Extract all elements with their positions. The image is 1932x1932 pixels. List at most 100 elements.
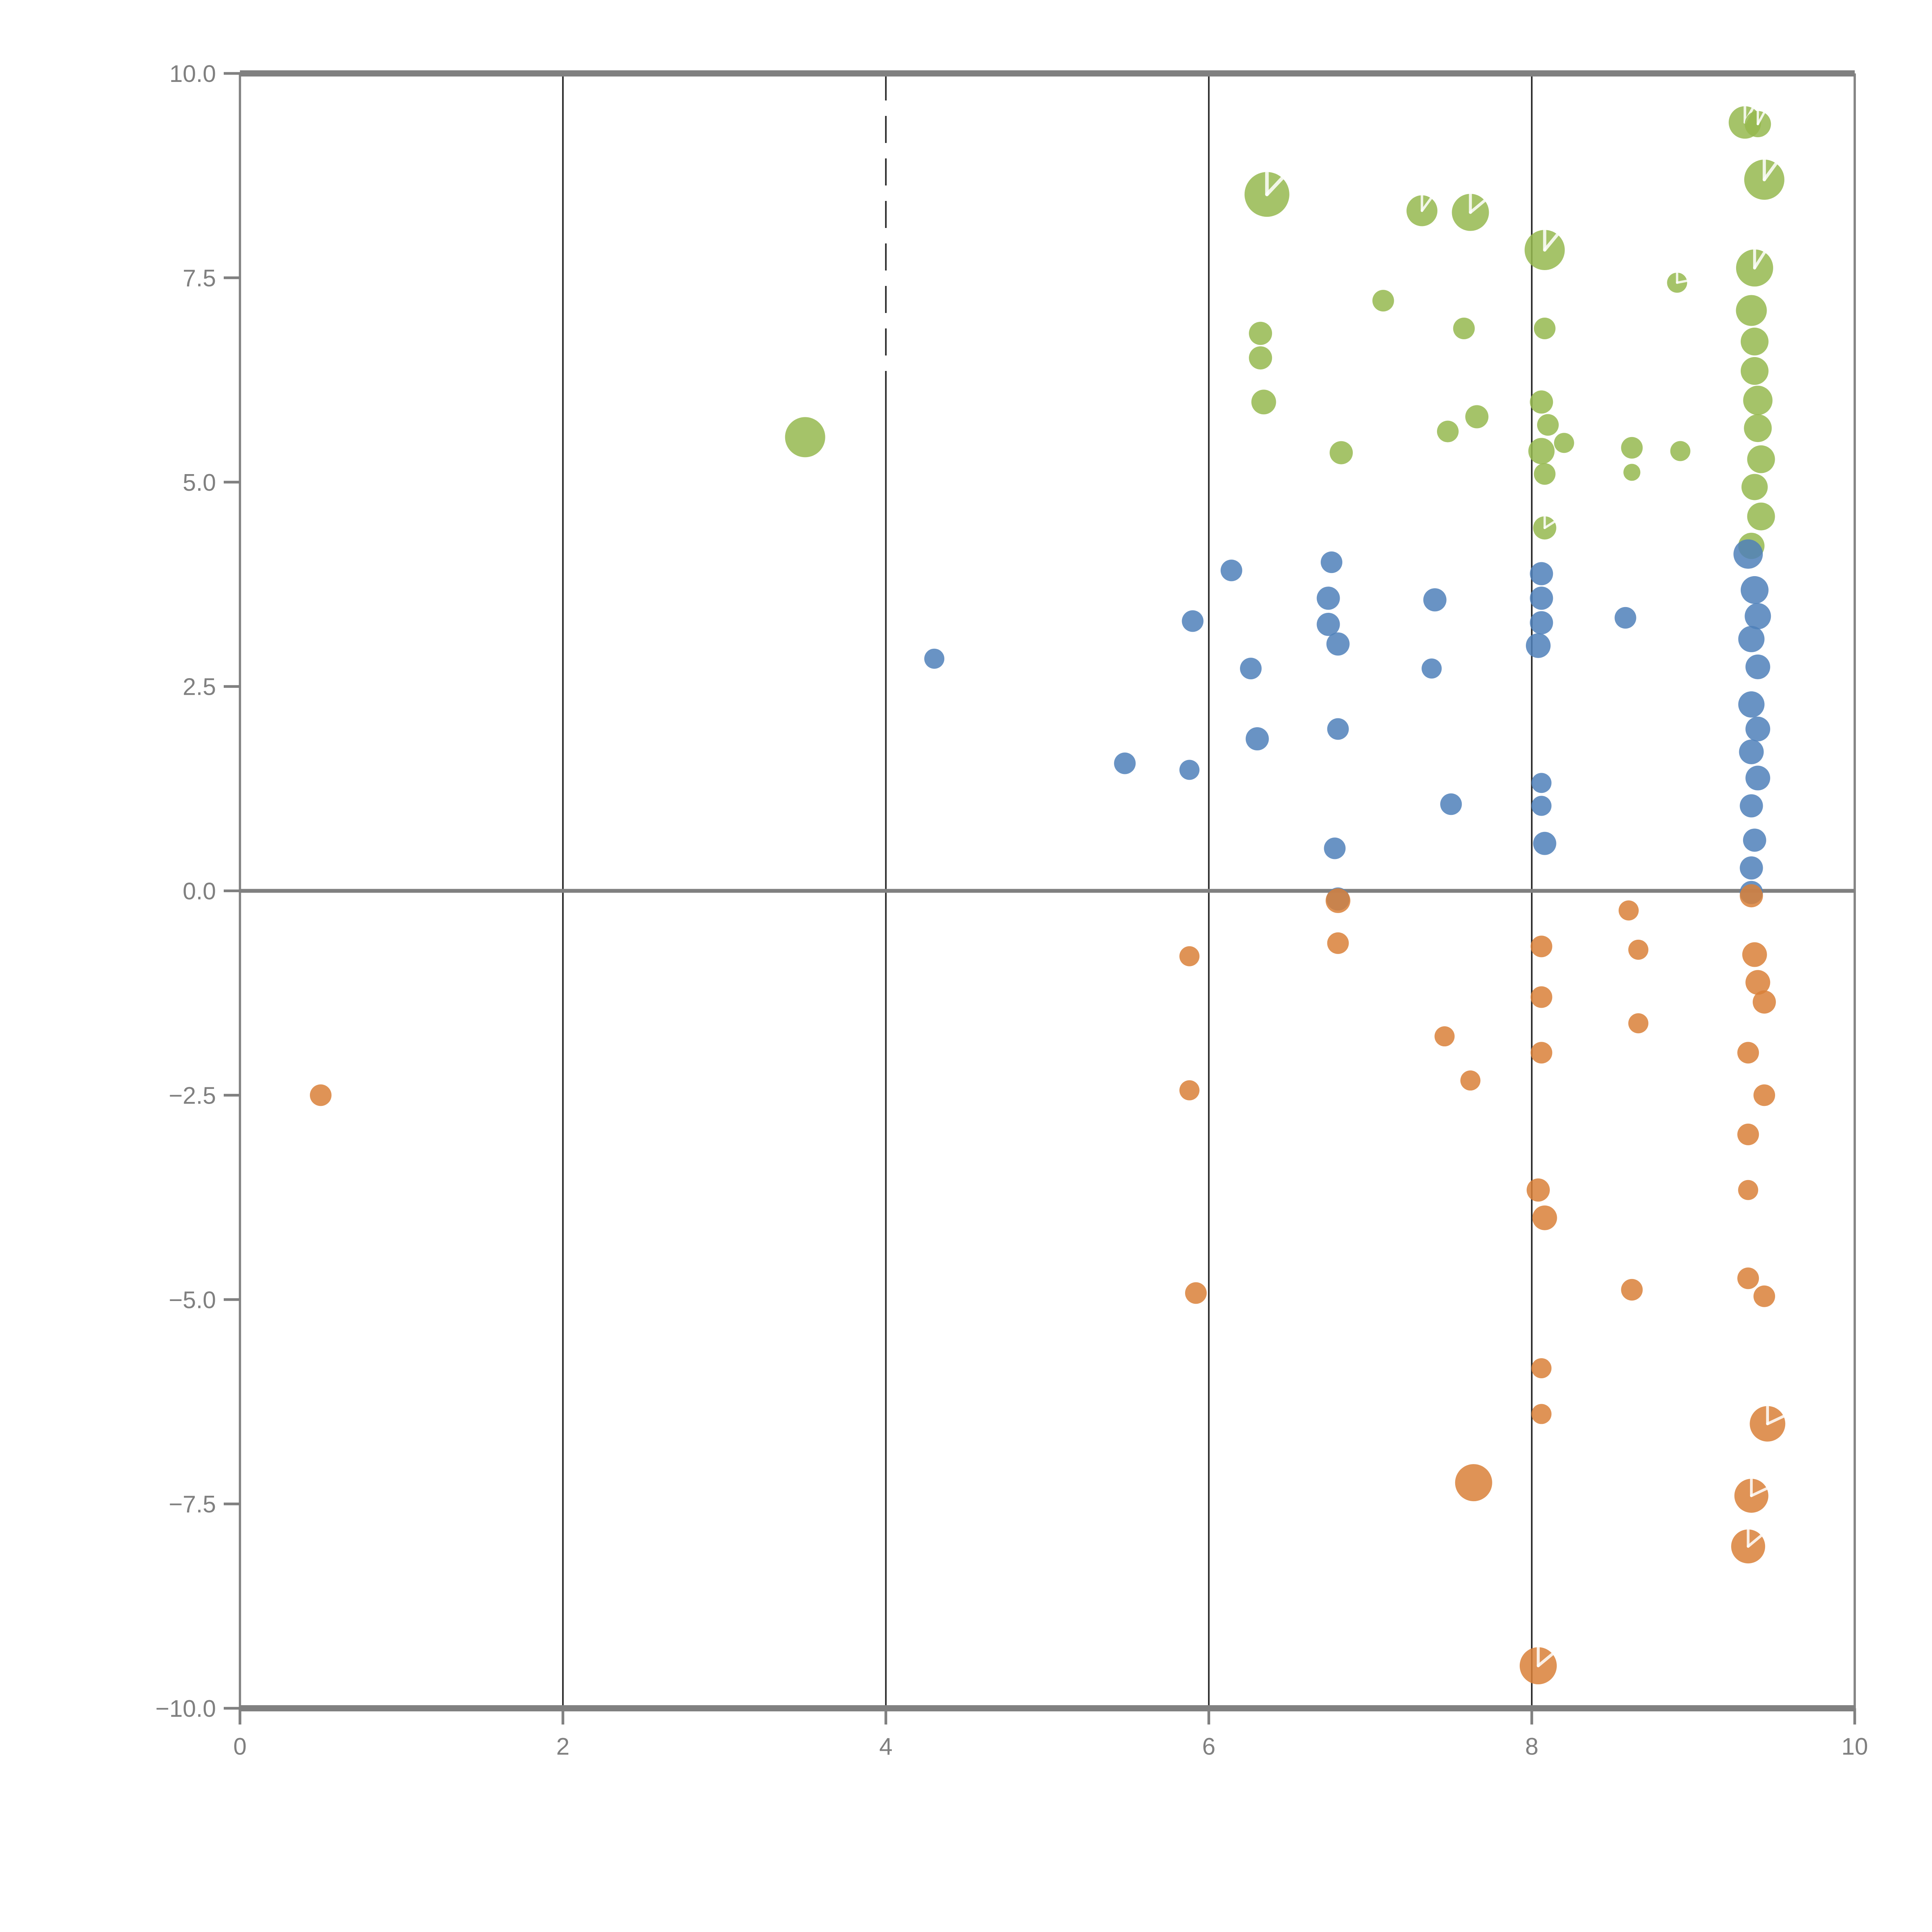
bubble-marker[interactable]	[1531, 1404, 1552, 1424]
data-point[interactable]	[1628, 939, 1649, 960]
data-point[interactable]	[1737, 1042, 1759, 1064]
data-point[interactable]	[1734, 1478, 1769, 1513]
data-point[interactable]	[1330, 441, 1353, 464]
data-point[interactable]	[1530, 390, 1553, 414]
data-point[interactable]	[1406, 194, 1438, 226]
bubble-marker[interactable]	[1741, 474, 1768, 500]
bubble-marker[interactable]	[1440, 793, 1462, 815]
data-point[interactable]	[1455, 1464, 1492, 1502]
data-point[interactable]	[1316, 587, 1340, 610]
bubble-marker[interactable]	[1745, 603, 1771, 629]
bubble-marker[interactable]	[1618, 900, 1639, 921]
data-point[interactable]	[1528, 438, 1555, 464]
data-point[interactable]	[1742, 942, 1767, 967]
bubble-marker[interactable]	[1316, 612, 1340, 636]
data-point[interactable]	[1740, 794, 1763, 818]
data-point[interactable]	[1621, 437, 1643, 459]
data-point[interactable]	[1744, 414, 1772, 442]
bubble-marker[interactable]	[1530, 562, 1553, 585]
bubble-marker[interactable]	[1220, 560, 1242, 582]
data-point[interactable]	[1460, 1070, 1481, 1091]
data-point[interactable]	[1316, 612, 1340, 636]
data-point[interactable]	[1327, 932, 1349, 954]
bubble-marker[interactable]	[1321, 551, 1343, 573]
data-point[interactable]	[1741, 474, 1768, 500]
data-point[interactable]	[1423, 588, 1447, 612]
data-point[interactable]	[1185, 1282, 1207, 1304]
data-point[interactable]	[1465, 405, 1489, 429]
bubble-marker[interactable]	[1740, 856, 1763, 880]
data-point[interactable]	[1249, 321, 1272, 345]
data-point[interactable]	[1530, 562, 1553, 585]
bubble-marker[interactable]	[1614, 607, 1636, 629]
bubble-marker[interactable]	[1326, 632, 1350, 656]
data-point[interactable]	[1531, 986, 1553, 1008]
bubble-marker[interactable]	[1742, 942, 1767, 967]
bubble-marker[interactable]	[1531, 1042, 1553, 1064]
data-point[interactable]	[1731, 1528, 1765, 1564]
data-point[interactable]	[1531, 1042, 1553, 1064]
data-point[interactable]	[1738, 691, 1765, 718]
bubble-marker[interactable]	[1249, 321, 1272, 345]
data-point[interactable]	[1530, 611, 1553, 634]
bubble-marker[interactable]	[1533, 832, 1556, 855]
data-point[interactable]	[1321, 551, 1343, 573]
bubble-marker[interactable]	[785, 417, 825, 457]
bubble-marker[interactable]	[1737, 1267, 1759, 1289]
data-point[interactable]	[1752, 990, 1776, 1014]
bubble-marker[interactable]	[1437, 420, 1459, 442]
bubble-marker[interactable]	[1453, 318, 1475, 340]
data-point[interactable]	[1743, 828, 1766, 852]
data-point[interactable]	[1372, 290, 1394, 312]
bubble-marker[interactable]	[1733, 539, 1763, 569]
bubble-marker[interactable]	[1743, 828, 1766, 852]
data-point[interactable]	[1537, 414, 1559, 436]
bubble-marker[interactable]	[1745, 765, 1770, 791]
data-point[interactable]	[1531, 773, 1552, 793]
bubble-marker[interactable]	[1460, 1070, 1481, 1091]
bubble-marker[interactable]	[1530, 587, 1553, 610]
data-point[interactable]	[1753, 1084, 1775, 1106]
bubble-marker[interactable]	[1738, 626, 1765, 652]
data-point[interactable]	[1251, 389, 1276, 415]
bubble-marker[interactable]	[1531, 935, 1553, 957]
bubble-marker[interactable]	[1537, 414, 1559, 436]
bubble-marker[interactable]	[1747, 445, 1775, 473]
data-point[interactable]	[1745, 765, 1770, 791]
data-point[interactable]	[924, 648, 944, 669]
data-point[interactable]	[1434, 1026, 1455, 1047]
bubble-marker[interactable]	[1737, 1042, 1759, 1064]
data-point[interactable]	[1745, 716, 1770, 742]
bubble-marker[interactable]	[1179, 760, 1200, 780]
bubble-marker[interactable]	[1621, 437, 1643, 459]
data-point[interactable]	[1530, 587, 1553, 610]
data-point[interactable]	[1519, 1646, 1557, 1684]
data-point[interactable]	[1327, 718, 1349, 740]
bubble-marker[interactable]	[1744, 414, 1772, 442]
data-point[interactable]	[1531, 1404, 1552, 1424]
bubble-marker[interactable]	[1530, 390, 1553, 414]
bubble-marker[interactable]	[1740, 357, 1769, 385]
bubble-marker[interactable]	[1330, 441, 1353, 464]
data-point[interactable]	[1534, 463, 1556, 485]
data-point[interactable]	[1753, 1285, 1775, 1307]
bubble-marker[interactable]	[1526, 633, 1551, 658]
data-point[interactable]	[1452, 192, 1489, 231]
data-point[interactable]	[1179, 946, 1200, 966]
bubble-marker[interactable]	[1621, 1279, 1643, 1301]
data-point[interactable]	[1524, 228, 1565, 270]
data-point[interactable]	[1179, 760, 1200, 780]
bubble-marker[interactable]	[1740, 794, 1763, 818]
data-point[interactable]	[1326, 632, 1350, 656]
bubble-marker[interactable]	[1245, 727, 1269, 751]
bubble-marker[interactable]	[1753, 1285, 1775, 1307]
data-point[interactable]	[1670, 441, 1690, 461]
bubble-marker[interactable]	[1752, 990, 1776, 1014]
bubble-marker[interactable]	[1465, 405, 1489, 429]
data-point[interactable]	[1737, 1123, 1759, 1145]
bubble-marker[interactable]	[1372, 290, 1394, 312]
bubble-marker[interactable]	[1182, 610, 1204, 632]
bubble-marker[interactable]	[1753, 1084, 1775, 1106]
data-point[interactable]	[1733, 539, 1763, 569]
bubble-marker[interactable]	[1534, 463, 1556, 485]
